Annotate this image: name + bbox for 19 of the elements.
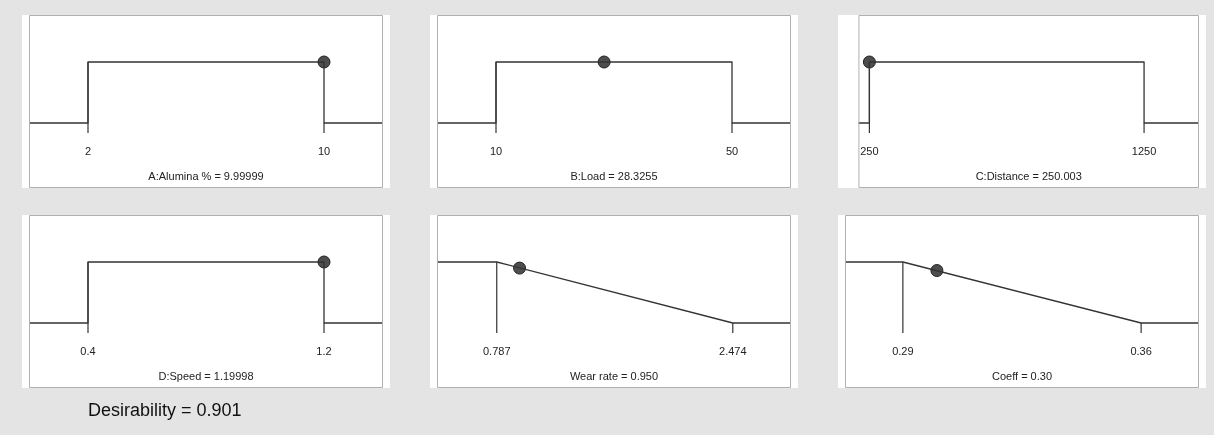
x-axis-title: Wear rate = 0.950 — [569, 370, 659, 383]
x-tick-label: 50 — [725, 144, 739, 157]
x-tick-label: 10 — [489, 144, 503, 157]
x-tick-label: 0.4 — [80, 344, 96, 357]
x-axis-title: D:Speed = 1.19998 — [158, 370, 254, 383]
x-axis-title: Coeff = 0.30 — [991, 370, 1053, 383]
x-tick-label: 2.474 — [719, 344, 747, 357]
x-axis-title: B:Load = 28.3255 — [570, 170, 658, 183]
x-tick-label: 1250 — [1131, 144, 1157, 157]
x-tick-label: 250 — [860, 144, 879, 157]
x-tick-label: 0.787 — [482, 344, 511, 357]
x-axis-title: A:Alumina % = 9.99999 — [148, 170, 264, 183]
x-tick-label: 10 — [317, 144, 331, 157]
x-axis-title: C:Distance = 250.003 — [975, 170, 1082, 183]
x-tick-label: 0.36 — [1130, 344, 1152, 357]
x-tick-label: 0.29 — [892, 344, 914, 357]
x-tick-label: 1.2 — [316, 344, 332, 357]
x-tick-label: 2 — [84, 144, 92, 157]
text: Desirability = 0.901 — [88, 400, 242, 420]
